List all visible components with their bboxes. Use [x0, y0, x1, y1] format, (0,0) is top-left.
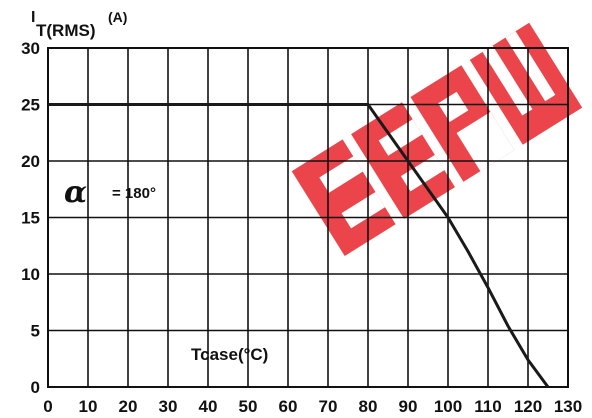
x-tick-label: 20 [119, 397, 138, 416]
x-tick-label: 30 [159, 397, 178, 416]
x-tick-label: 0 [43, 397, 52, 416]
y-tick-label: 20 [21, 152, 40, 171]
x-tick-label: 120 [514, 397, 542, 416]
x-tick-label: 110 [474, 397, 501, 416]
x-tick-label: 40 [199, 397, 218, 416]
y-tick-label: 25 [21, 96, 40, 115]
y-axis-label-main: I [31, 9, 35, 26]
x-tick-labels: 0 10 20 30 40 50 60 70 80 90 100 110 120 130 [43, 397, 582, 416]
x-tick-label: 100 [434, 397, 462, 416]
y-tick-labels: 0 5 10 15 20 25 30 [21, 39, 40, 397]
y-axis-label-unit: (A) [108, 9, 127, 25]
x-tick-label: 90 [399, 397, 418, 416]
watermark-logo [291, 22, 583, 256]
series-line [48, 103, 550, 388]
x-tick-label: 130 [554, 397, 582, 416]
alpha-symbol: α [64, 175, 87, 210]
y-tick-label: 15 [21, 209, 40, 228]
y-axis-label-sub: T(RMS) [36, 21, 95, 40]
x-axis-label: Tcase(°C) [191, 345, 268, 364]
y-tick-label: 30 [21, 39, 40, 58]
x-tick-label: 50 [239, 397, 258, 416]
y-tick-label: 0 [31, 378, 40, 397]
alpha-value: = 180° [112, 185, 156, 202]
x-tick-label: 10 [79, 397, 98, 416]
y-tick-label: 10 [21, 265, 40, 284]
grid [47, 47, 569, 388]
x-tick-label: 70 [319, 397, 338, 416]
y-tick-label: 5 [31, 322, 40, 341]
x-tick-label: 80 [359, 397, 378, 416]
plot-frame [47, 47, 569, 388]
x-tick-label: 60 [279, 397, 298, 416]
